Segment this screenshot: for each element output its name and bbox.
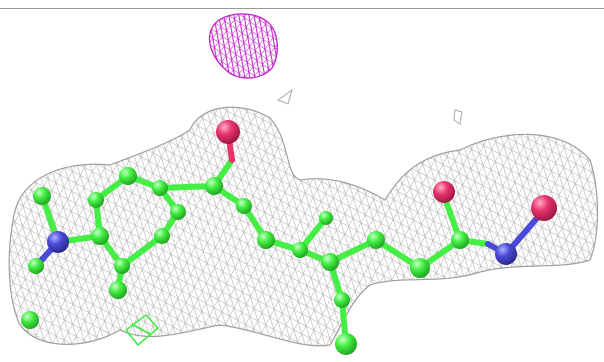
top-divider xyxy=(0,8,604,9)
nitrogen-atoms xyxy=(47,231,517,265)
carbon-mesh-fragment xyxy=(124,313,160,347)
density-mesh xyxy=(8,88,599,347)
difference-density-blob xyxy=(208,13,278,79)
carbon-atoms xyxy=(21,167,469,355)
oxygen-atoms xyxy=(216,120,557,221)
